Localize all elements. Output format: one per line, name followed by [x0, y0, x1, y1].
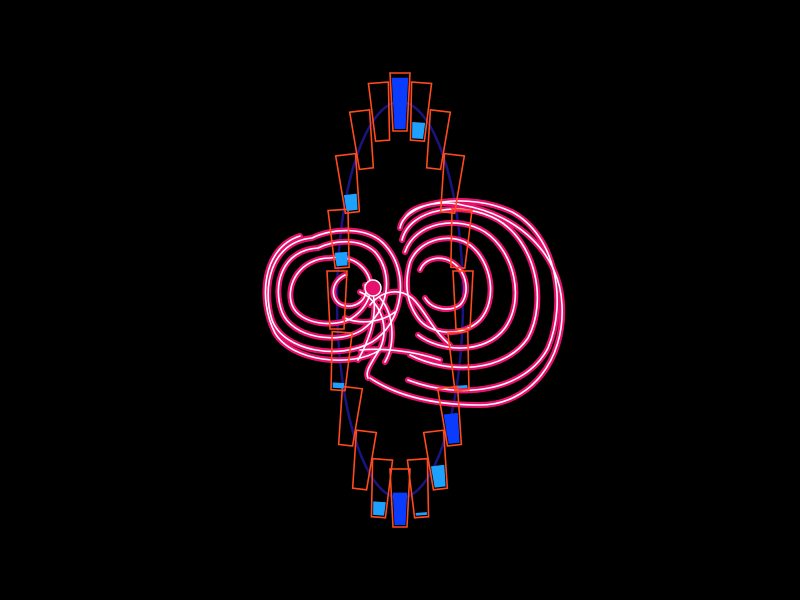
- cup-water: [455, 385, 468, 389]
- cup: [326, 270, 348, 330]
- cup-outline: [337, 385, 364, 447]
- trail-stroke-inner: [277, 240, 388, 339]
- cup-water: [343, 193, 358, 212]
- trail-stroke-inner: [264, 235, 381, 361]
- cup: [330, 330, 354, 392]
- cup-water: [332, 382, 345, 389]
- cup: [389, 72, 411, 132]
- cup-outline: [450, 208, 473, 270]
- cup-water: [334, 251, 348, 267]
- cup-water: [430, 464, 446, 488]
- cup: [450, 208, 473, 270]
- cup-outline: [389, 468, 411, 528]
- cup: [334, 152, 361, 215]
- cup-outline: [439, 152, 466, 215]
- cup-water: [391, 77, 409, 129]
- trail-head-marker: [364, 279, 382, 297]
- cup-outline: [389, 72, 411, 132]
- cup-water: [373, 501, 386, 516]
- cup-outline: [446, 330, 470, 392]
- cup: [436, 385, 463, 447]
- cup-outline: [330, 330, 354, 392]
- cup-outline: [436, 385, 463, 447]
- cup-outline: [327, 208, 350, 270]
- trail-stroke-inner: [267, 229, 402, 353]
- trail-stroke-inner: [379, 297, 393, 363]
- cup: [409, 81, 433, 142]
- cup-ring: [326, 72, 474, 528]
- trail-stroke-inner: [359, 348, 441, 361]
- cup-outline: [406, 457, 430, 519]
- cup: [446, 330, 470, 392]
- trail-stroke-inner: [369, 291, 451, 346]
- cup-outline: [425, 108, 452, 171]
- cup-outline: [409, 81, 433, 142]
- cup-outline: [334, 152, 361, 215]
- cup: [452, 270, 474, 330]
- attractor-trail: [262, 198, 566, 408]
- trail-stroke-inner: [399, 200, 558, 392]
- cup-outline: [351, 429, 378, 491]
- trail-stroke-inner: [332, 274, 367, 307]
- cup-water: [415, 512, 427, 516]
- cup: [389, 468, 411, 528]
- cup: [406, 457, 430, 519]
- cup-outline: [452, 270, 474, 330]
- cup-outline: [422, 429, 449, 491]
- trail-stroke-inner: [419, 257, 467, 310]
- cup-water: [412, 122, 426, 140]
- cup-outline: [326, 270, 348, 330]
- cup: [337, 385, 364, 447]
- trail-stroke-inner: [404, 222, 517, 349]
- cup-outline: [348, 108, 375, 171]
- cup: [425, 108, 452, 171]
- cup-outline: [367, 81, 391, 142]
- cup-outline: [370, 457, 394, 519]
- cup-water: [392, 492, 408, 525]
- cup: [370, 457, 394, 519]
- trail-stroke-inner: [344, 311, 396, 323]
- trail-stroke-inner: [289, 256, 372, 325]
- cup: [348, 108, 375, 171]
- trail-stroke-inner: [369, 202, 563, 406]
- cup: [367, 81, 391, 142]
- cup: [422, 429, 449, 491]
- cup: [439, 152, 466, 215]
- cup: [351, 429, 378, 491]
- cup-water: [443, 412, 460, 444]
- cup: [327, 208, 350, 270]
